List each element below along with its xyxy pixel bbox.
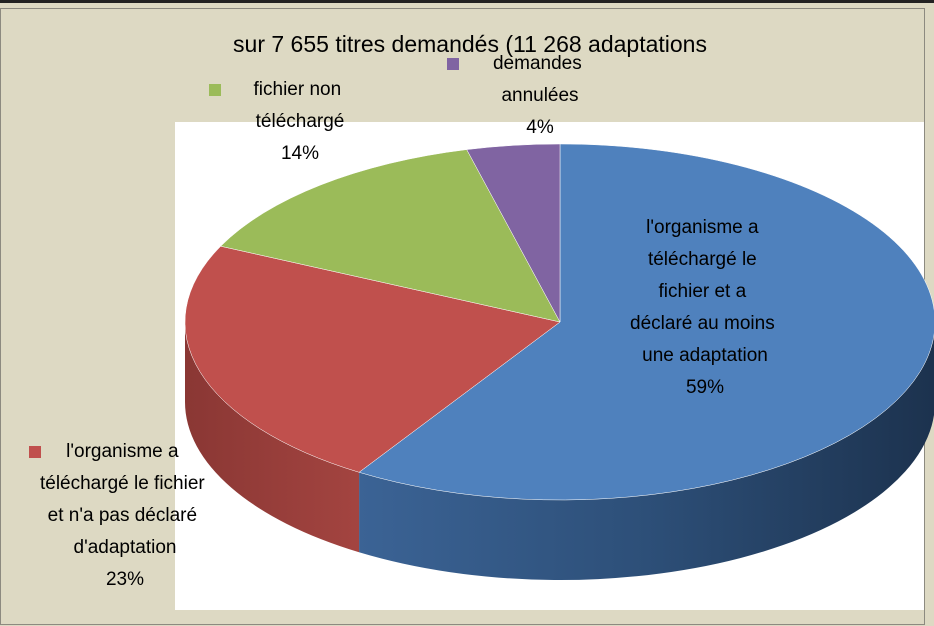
slice [184, 245, 561, 473]
slice-side [359, 334, 934, 580]
top-edge [0, 0, 934, 3]
value-label: 59% [686, 377, 724, 398]
value-label: 4% [526, 117, 554, 138]
pie [184, 143, 934, 580]
slice [358, 143, 934, 501]
slice [466, 143, 561, 323]
data-label: l'organisme a téléchargé le fichier et a… [630, 217, 780, 366]
chart-title: sur 7 655 titres demandés (11 268 adapta… [233, 31, 707, 57]
slice-side [185, 322, 360, 553]
legend-marker [447, 58, 459, 70]
legend-marker [209, 84, 221, 96]
value-label: 23% [106, 569, 144, 590]
data-label: l'organisme a téléchargé le fichier et n… [40, 441, 210, 558]
slice [220, 149, 561, 323]
legend-marker [29, 446, 41, 458]
data-label: fichier non téléchargé [254, 79, 347, 132]
data-label: demandes annulées [493, 53, 587, 106]
value-label: 14% [281, 143, 319, 164]
